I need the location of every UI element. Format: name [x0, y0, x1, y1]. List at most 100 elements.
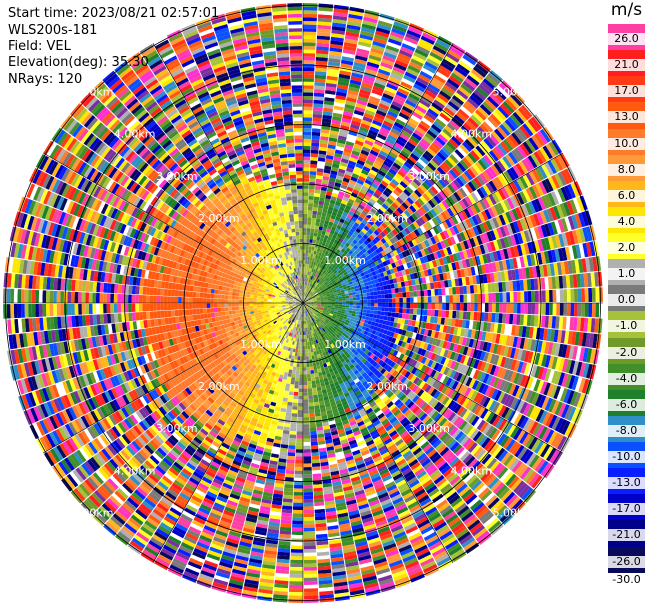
range-gate [349, 79, 362, 86]
range-gate [366, 61, 380, 69]
range-gate [304, 281, 307, 286]
range-gate [303, 31, 317, 36]
range-gate [340, 267, 345, 272]
range-gate [370, 299, 375, 303]
range-gate [442, 295, 446, 303]
range-gate [306, 366, 311, 371]
range-gate [431, 303, 436, 310]
range-gate [417, 123, 429, 133]
range-gate [332, 274, 337, 279]
range-gate [359, 296, 364, 300]
range-gate [303, 85, 314, 90]
range-gate [329, 199, 336, 205]
range-gate [541, 303, 546, 315]
range-gate [303, 295, 305, 300]
range-gate [309, 279, 312, 283]
range-gate [422, 193, 431, 202]
range-gate [308, 271, 312, 276]
range-gate [352, 305, 357, 309]
range-gate [419, 206, 427, 215]
range-gate [450, 193, 459, 204]
range-gate [475, 145, 486, 157]
range-gate [320, 190, 327, 195]
range-gate [397, 53, 412, 62]
range-gate [598, 303, 603, 318]
range-gate [350, 153, 359, 160]
range-gate [424, 296, 428, 303]
range-gate [312, 210, 318, 215]
range-gate [351, 150, 361, 157]
range-gate [466, 74, 480, 86]
range-gate [304, 288, 306, 293]
range-gate [312, 280, 316, 285]
range-gate [390, 192, 399, 200]
range-gate [325, 158, 333, 164]
range-gate [303, 292, 305, 296]
range-gate [311, 283, 314, 288]
range-gate [504, 119, 516, 132]
range-gate [361, 286, 366, 291]
range-gate [407, 138, 418, 147]
range-gate [304, 267, 307, 272]
range-gate [319, 277, 324, 281]
range-gate [391, 202, 399, 210]
range-gate [308, 295, 312, 299]
range-gate [401, 77, 415, 87]
range-gate [308, 246, 312, 251]
range-gate [308, 291, 312, 295]
range-gate [588, 287, 593, 302]
range-gate [368, 99, 380, 107]
range-gate [312, 269, 316, 273]
range-gate [408, 314, 414, 320]
range-gate [336, 253, 342, 259]
range-gate [379, 99, 391, 108]
range-gate [367, 303, 371, 307]
range-gate [309, 239, 313, 244]
range-gate [404, 123, 416, 132]
range-gate [319, 256, 324, 261]
range-gate [559, 303, 564, 316]
range-gate [337, 275, 342, 280]
range-gate [328, 137, 338, 143]
range-gate [313, 398, 319, 403]
range-gate [305, 298, 309, 301]
range-gate [335, 94, 347, 101]
range-gate [327, 209, 333, 215]
range-gate [314, 85, 325, 90]
range-gate [308, 348, 311, 353]
range-gate [404, 144, 414, 153]
range-gate [336, 142, 345, 148]
range-gate [375, 136, 386, 144]
range-gate [332, 234, 337, 240]
range-gate [323, 287, 328, 291]
range-gate [313, 261, 317, 266]
range-gate [307, 345, 311, 350]
range-gate [307, 278, 310, 283]
range-gate [328, 54, 342, 60]
range-gate [346, 27, 360, 34]
range-gate [305, 342, 308, 346]
range-gate [352, 65, 365, 72]
range-gate [375, 27, 391, 35]
range-gate [378, 183, 387, 191]
range-gate [487, 116, 499, 128]
range-gate [328, 282, 333, 286]
range-gate [427, 162, 437, 172]
range-gate [330, 245, 335, 251]
range-gate [399, 180, 408, 189]
range-gate [303, 295, 304, 300]
range-gate [303, 352, 306, 357]
range-gate [333, 11, 348, 18]
range-gate [412, 178, 422, 187]
range-gate [335, 236, 341, 242]
range-gate [369, 51, 383, 59]
range-gate [444, 186, 453, 196]
range-gate [311, 276, 315, 281]
range-gate [499, 103, 512, 116]
range-gate [362, 292, 367, 297]
range-gate [329, 266, 334, 272]
range-gate [483, 138, 494, 150]
range-gate [312, 289, 316, 293]
range-gate [384, 48, 399, 57]
range-gate [452, 310, 457, 319]
